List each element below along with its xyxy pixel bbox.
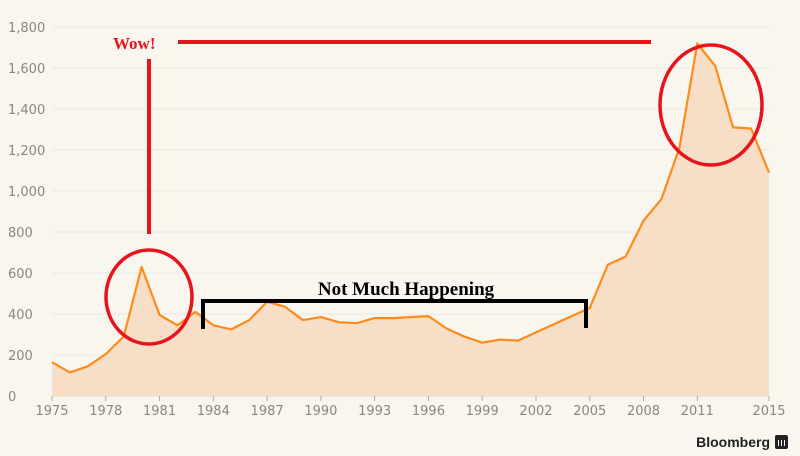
brand-text: Bloomberg — [696, 434, 770, 450]
y-tick-label: 1,200 — [8, 144, 45, 159]
data-points — [51, 43, 770, 373]
y-tick-label: 600 — [8, 267, 33, 282]
x-tick-label: 1984 — [197, 404, 230, 419]
y-tick-label: 200 — [8, 349, 33, 364]
x-tick-label: 2011 — [681, 404, 714, 419]
series-line — [51, 42, 771, 374]
x-tick-label: 1978 — [89, 404, 122, 419]
annotation-wow: Wow! — [113, 34, 156, 53]
x-tick-label: 1996 — [412, 404, 445, 419]
area-fill — [52, 43, 769, 397]
x-tick-label: 2008 — [627, 404, 660, 419]
bloomberg-chart-icon — [775, 435, 788, 449]
x-tick-label: 1993 — [358, 404, 391, 419]
y-tick-label: 0 — [8, 390, 16, 405]
annotation-circle-1980 — [104, 248, 194, 346]
annotation-circle-2011 — [658, 43, 764, 167]
y-tick-label: 400 — [8, 308, 33, 323]
y-tick-label: 1,000 — [8, 185, 45, 200]
x-tick-label: 1981 — [143, 404, 176, 419]
x-tick-label: 2002 — [519, 404, 552, 419]
x-tick-label: 1987 — [251, 404, 284, 419]
y-tick-label: 800 — [8, 226, 33, 241]
bloomberg-logo: Bloomberg — [696, 434, 788, 450]
x-tick-label: 1999 — [466, 404, 499, 419]
annotation-not-much-happening: Not Much Happening — [318, 279, 495, 300]
x-tick-label: 2015 — [752, 404, 785, 419]
y-tick-label: 1,800 — [8, 21, 45, 36]
x-tick-label: 1975 — [35, 404, 68, 419]
x-tick-label: 1990 — [304, 404, 337, 419]
annotation-bracket — [201, 299, 588, 329]
x-tick-label: 2005 — [573, 404, 606, 419]
y-tick-label: 1,400 — [8, 103, 45, 118]
y-tick-label: 1,600 — [8, 62, 45, 77]
